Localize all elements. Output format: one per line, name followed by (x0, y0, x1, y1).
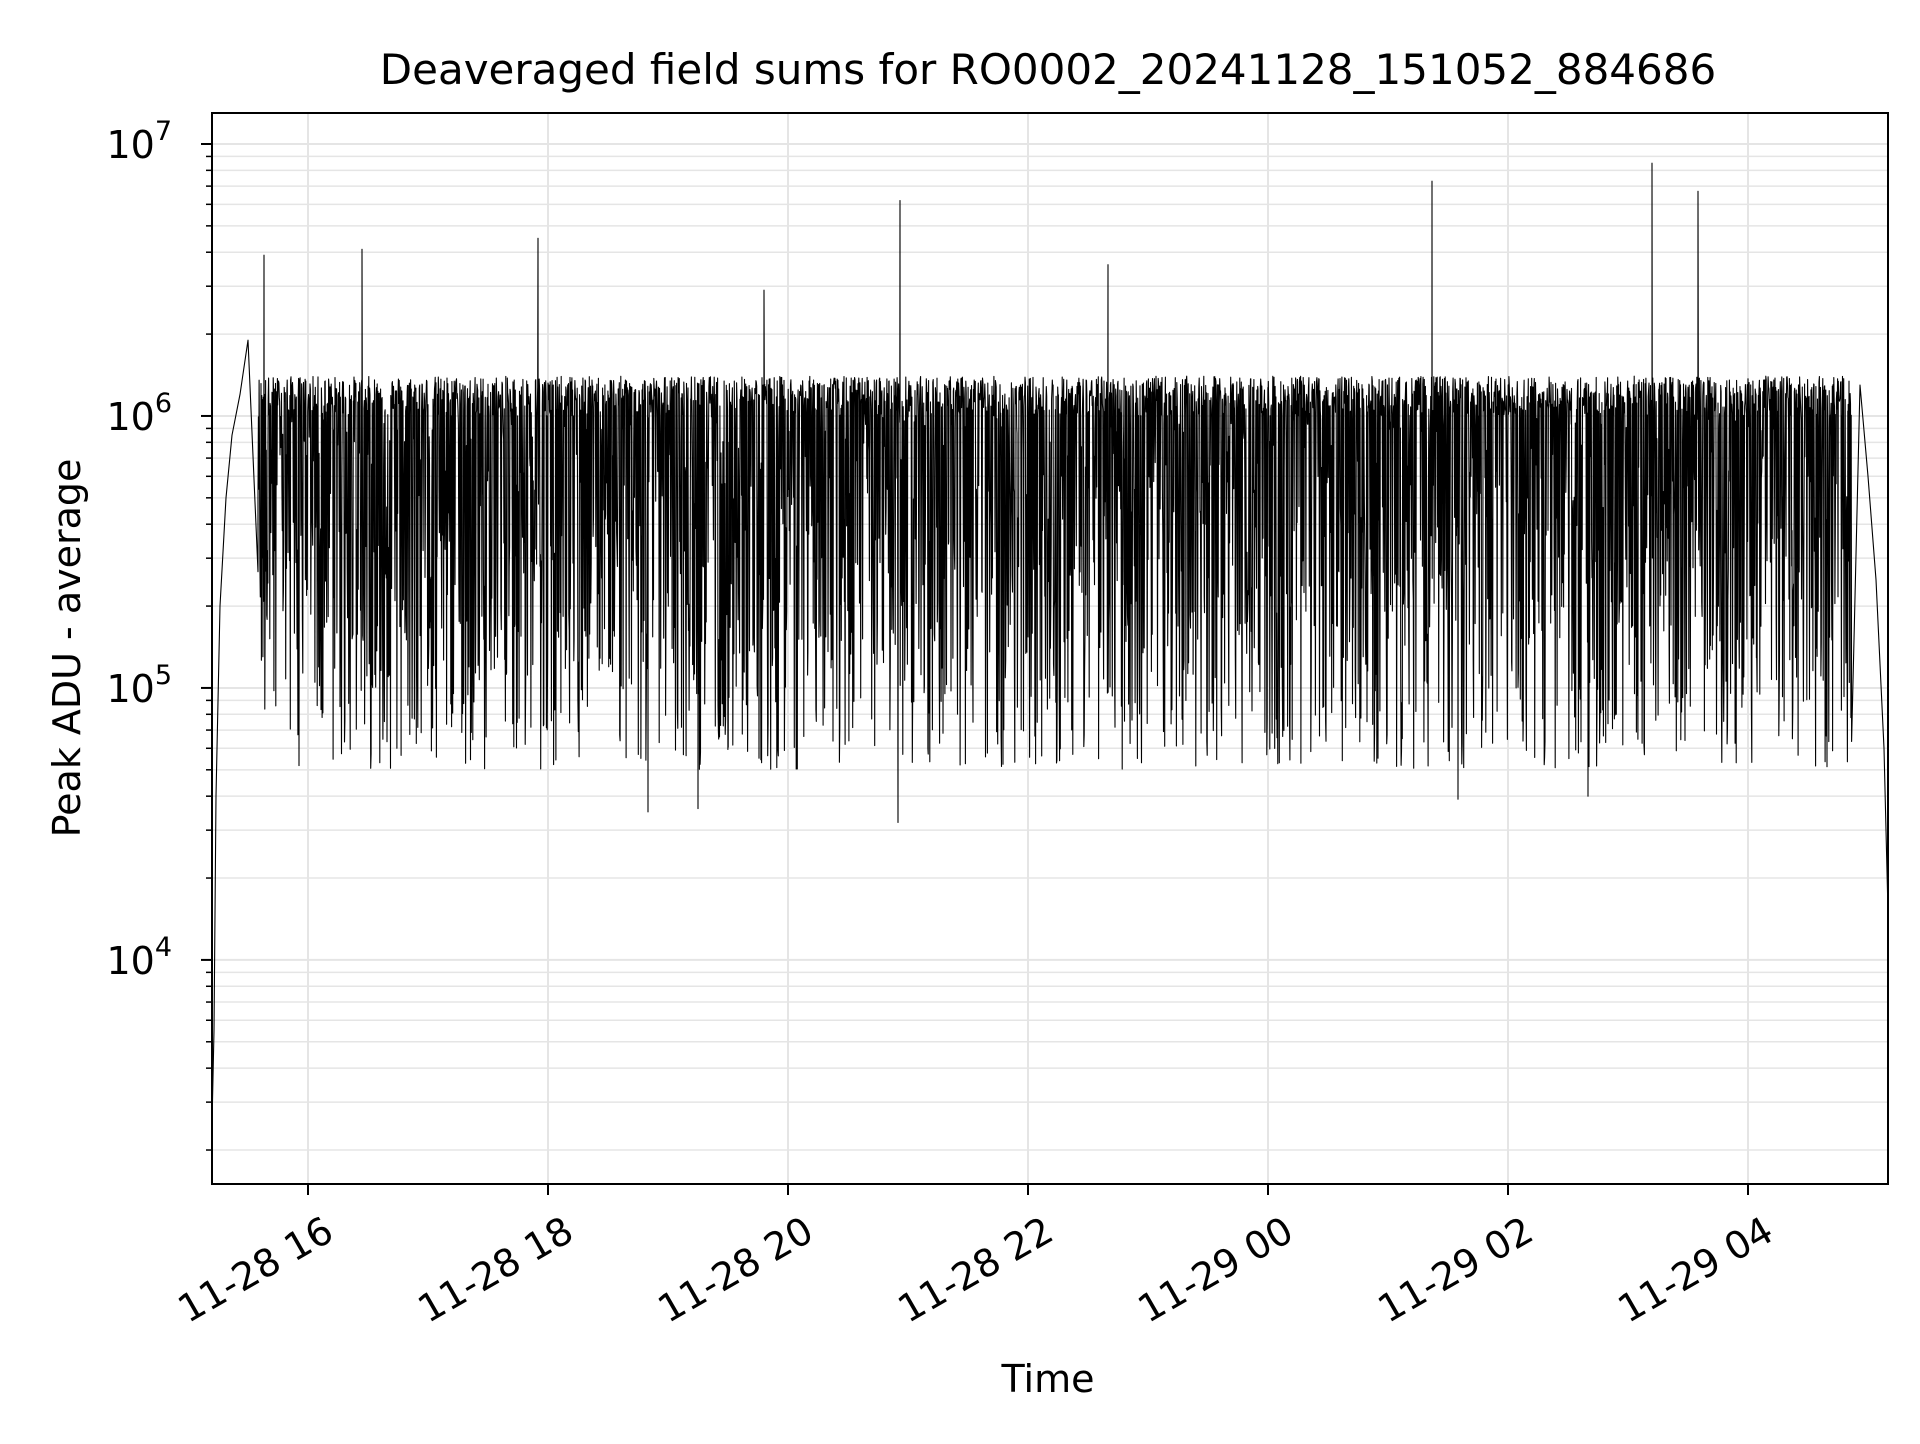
plot-frame (211, 112, 1889, 1185)
x-axis-label: Time (1001, 1357, 1095, 1401)
chart-title: Deaveraged field sums for RO0002_2024112… (380, 45, 1716, 94)
y-tick-exponent: 4 (155, 932, 172, 963)
y-tick-exponent: 5 (155, 660, 172, 691)
y-tick-exponent: 7 (155, 116, 172, 147)
y-tick-exponent: 6 (155, 388, 172, 419)
plot-clip-group (212, 162, 1888, 1124)
series-line (212, 162, 1888, 1124)
y-axis-label: Peak ADU - average (45, 459, 89, 838)
